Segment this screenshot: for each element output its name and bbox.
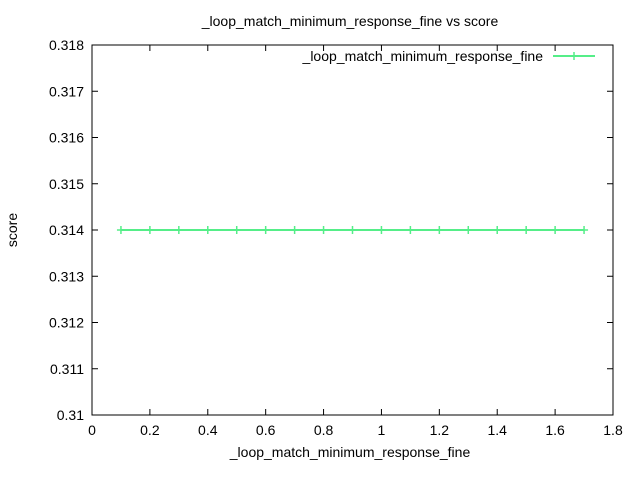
x-tick-label: 0.4 <box>198 422 218 438</box>
x-tick-label: 1.6 <box>545 422 565 438</box>
legend: _loop_match_minimum_response_fine <box>302 48 595 64</box>
data-point <box>377 226 386 234</box>
x-tick-label: 1.2 <box>430 422 450 438</box>
y-tick-label: 0.318 <box>49 37 84 53</box>
data-point <box>406 226 415 234</box>
data-point <box>435 226 444 234</box>
y-tick-label: 0.317 <box>49 83 84 99</box>
y-tick-label: 0.312 <box>49 315 84 331</box>
data-point <box>319 226 328 234</box>
data-point <box>580 226 589 234</box>
y-axis-label: score <box>4 213 20 247</box>
data-point <box>174 226 183 234</box>
x-tick-label: 0.8 <box>314 422 334 438</box>
y-tick-label: 0.316 <box>49 130 84 146</box>
y-tick-label: 0.314 <box>49 222 84 238</box>
x-tick-label: 0.2 <box>140 422 160 438</box>
data-point <box>551 226 560 234</box>
y-tick-label: 0.313 <box>49 268 84 284</box>
data-point <box>145 226 154 234</box>
x-tick-label: 0 <box>88 422 96 438</box>
data-point <box>493 226 502 234</box>
data-point <box>232 226 241 234</box>
series-layer <box>116 226 589 234</box>
y-tick-label: 0.315 <box>49 176 84 192</box>
data-point <box>464 226 473 234</box>
data-point <box>522 226 531 234</box>
x-tick-label: 1.8 <box>603 422 623 438</box>
axis-ticks: 0 0.2 0.4 0.6 0.8 1 1.2 1.4 1.6 1.8 0.31 0.311 0.312… <box>49 37 623 438</box>
x-axis-label: _loop_match_minimum_response_fine <box>229 444 471 460</box>
y-tick-label: 0.31 <box>57 407 84 423</box>
x-tick-label: 1 <box>378 422 386 438</box>
data-point <box>261 226 270 234</box>
data-point <box>348 226 357 234</box>
data-point <box>203 226 212 234</box>
chart-title: _loop_match_minimum_response_fine vs sco… <box>201 13 499 29</box>
y-tick-label: 0.311 <box>50 361 84 377</box>
data-point <box>116 226 125 234</box>
legend-label: _loop_match_minimum_response_fine <box>302 48 544 64</box>
data-point <box>290 226 299 234</box>
x-tick-label: 1.4 <box>487 422 507 438</box>
x-tick-label: 0.6 <box>256 422 276 438</box>
